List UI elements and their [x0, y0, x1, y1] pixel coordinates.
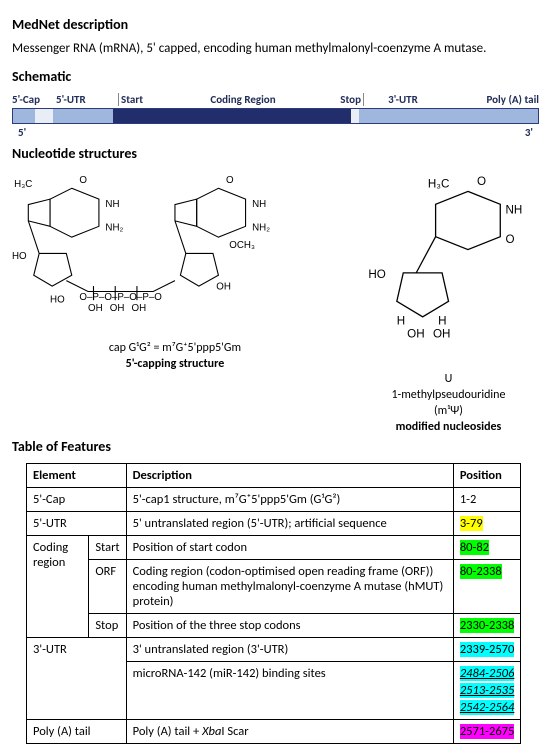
- pseudouridine-svg: H₃C O NH O HO H H OH OH: [358, 172, 539, 366]
- nucleotide-structures: H₃C O NH NH₂ HO HO OHOHOH O–P–O–P–O–P–O …: [12, 172, 539, 434]
- svg-text:HO: HO: [368, 268, 385, 281]
- svg-text:OH: OH: [110, 303, 125, 314]
- modified-nucleoside: H₃C O NH O HO H H OH OH U 1-methylpseudourid…: [358, 172, 539, 434]
- th-element: Element: [27, 464, 127, 488]
- svg-text:HO: HO: [12, 251, 27, 262]
- th-description: Description: [126, 464, 453, 488]
- table-row: Coding regionStartPosition of start codo…: [27, 536, 521, 560]
- table-row: 3'-UTR3' untranslated region (3'-UTR)233…: [27, 638, 521, 662]
- schematic-bar: [12, 108, 539, 124]
- lbl-cap: 5'-Cap: [12, 93, 56, 106]
- lbl-utr3: 3'-UTR: [364, 93, 442, 106]
- cap-structure: H₃C O NH NH₂ HO HO OHOHOH O–P–O–P–O–P–O …: [12, 172, 338, 434]
- svg-text:OH: OH: [88, 303, 103, 314]
- svg-text:NH: NH: [252, 199, 266, 210]
- svg-text:OH: OH: [132, 303, 147, 314]
- th-position: Position: [453, 464, 521, 488]
- schematic-labels: 5'-Cap 5'-UTR Start Coding Region Stop 3…: [12, 93, 539, 106]
- svg-text:NH: NH: [105, 199, 119, 210]
- lbl-start: Start: [118, 93, 163, 106]
- bar-gap2: [351, 109, 359, 123]
- table-header-row: Element Description Position: [27, 464, 521, 488]
- five-prime: 5': [18, 126, 26, 139]
- lbl-polya: Poly (A) tail: [442, 93, 539, 106]
- svg-text:O: O: [79, 175, 87, 186]
- lbl-coding: Coding Region: [163, 93, 323, 106]
- svg-text:O: O: [505, 233, 514, 246]
- cap-formula: cap G¹G² = m⁷G⁺5'ppp5'Gm: [12, 341, 338, 355]
- lbl-utr5: 5'-UTR: [56, 93, 118, 106]
- section-mednet: MedNet description: [12, 16, 539, 33]
- svg-text:OH: OH: [433, 328, 450, 341]
- lbl-stop: Stop: [323, 93, 364, 106]
- section-features: Table of Features: [12, 438, 539, 455]
- bar-utr3: [359, 109, 439, 123]
- three-prime: 3': [525, 126, 533, 139]
- table-row: StopPosition of the three stop codons233…: [27, 614, 521, 638]
- table-row: ORFCoding region (codon-optimised open r…: [27, 560, 521, 614]
- bar-gap1: [35, 109, 53, 123]
- svg-text:OH: OH: [407, 328, 424, 341]
- svg-text:H: H: [397, 315, 405, 328]
- bar-cap: [13, 109, 35, 123]
- svg-text:NH₂: NH₂: [105, 223, 123, 234]
- cap-title: 5'-capping structure: [12, 357, 338, 371]
- table-row: 5'-UTR5' untranslated region (5'-UTR); a…: [27, 512, 521, 536]
- mod-title: modified nucleosides: [358, 420, 539, 434]
- bar-polya: [439, 109, 538, 123]
- svg-text:H₃C: H₃C: [14, 179, 32, 190]
- u-abbrev: (m¹Ψ): [358, 404, 539, 418]
- bar-utr5: [53, 109, 113, 123]
- svg-text:H₃C: H₃C: [428, 178, 450, 191]
- table-row: Poly (A) tailPoly (A) tail + XbaI Scar25…: [27, 720, 521, 744]
- svg-text:HO: HO: [50, 294, 65, 305]
- svg-text:O: O: [226, 175, 234, 186]
- table-row: 5'-Cap5'-cap1 structure, m⁷G⁺5'ppp5'Gm (…: [27, 488, 521, 512]
- svg-text:H: H: [438, 315, 446, 328]
- section-schematic: Schematic: [12, 68, 539, 85]
- mednet-description: Messenger RNA (mRNA), 5' capped, encodin…: [12, 41, 539, 56]
- svg-text:NH: NH: [505, 203, 522, 216]
- svg-text:O–P–O–P–O–P–O: O–P–O–P–O–P–O: [79, 292, 162, 303]
- u-letter: U: [358, 372, 539, 386]
- svg-text:OH: OH: [216, 281, 231, 292]
- svg-text:NH₂: NH₂: [252, 223, 270, 234]
- bar-cds: [113, 109, 351, 123]
- u-name: 1-methylpseudouridine: [358, 388, 539, 402]
- features-table: Element Description Position 5'-Cap5'-ca…: [26, 463, 521, 744]
- svg-text:O: O: [477, 175, 486, 188]
- cap-svg: H₃C O NH NH₂ HO HO OHOHOH O–P–O–P–O–P–O …: [12, 172, 338, 335]
- schematic: 5'-Cap 5'-UTR Start Coding Region Stop 3…: [12, 93, 539, 139]
- svg-text:OCH₃: OCH₃: [229, 240, 255, 251]
- section-nucleotides: Nucleotide structures: [12, 145, 539, 162]
